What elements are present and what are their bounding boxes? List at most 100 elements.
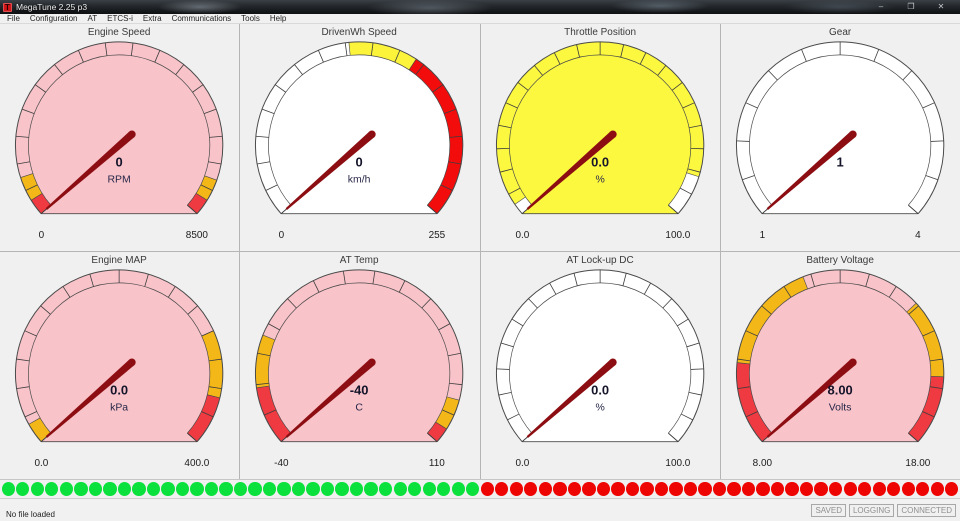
gauge-value: 0.0 xyxy=(591,154,609,169)
indicator-lamp-red xyxy=(510,482,523,496)
gauge-face xyxy=(15,270,222,442)
menu-extra[interactable]: Extra xyxy=(138,14,167,23)
indicator-lamp-red xyxy=(713,482,726,496)
indicator-lamp-green xyxy=(161,482,174,496)
gauge-value: 0 xyxy=(116,154,123,169)
window-controls: – ❐ ✕ xyxy=(874,2,948,12)
gauge-title: Engine MAP xyxy=(91,255,147,266)
titlebar: T MegaTune 2.25 p3 – ❐ ✕ xyxy=(0,0,960,14)
gauge-unit: km/h xyxy=(348,174,371,185)
indicator-lamp-red xyxy=(756,482,769,496)
indicator-lamp-green xyxy=(263,482,276,496)
indicator-lamp-green xyxy=(89,482,102,496)
gauge-min-label: -40 xyxy=(274,458,289,469)
minimize-button[interactable]: – xyxy=(874,2,888,12)
menu-etcs-i[interactable]: ETCS-i xyxy=(102,14,138,23)
indicator-lamp-green xyxy=(103,482,116,496)
gauge-face xyxy=(256,270,463,442)
indicator-lamp-green xyxy=(45,482,58,496)
gauge-face xyxy=(15,42,222,214)
indicator-lamp-red xyxy=(931,482,944,496)
indicator-lamp-red xyxy=(902,482,915,496)
indicator-lamp-red xyxy=(481,482,494,496)
window-title: MegaTune 2.25 p3 xyxy=(16,2,87,12)
indicator-lamp-red xyxy=(814,482,827,496)
indicator-lamp-green xyxy=(147,482,160,496)
gauge-max-label: 400.0 xyxy=(184,458,209,469)
gauge-min-label: 0 xyxy=(39,230,45,241)
gauge-value: 8.00 xyxy=(827,382,852,397)
indicator-lamp-green xyxy=(306,482,319,496)
gauge-title: Battery Voltage xyxy=(806,255,874,266)
gauge-title: Gear xyxy=(829,27,852,38)
indicator-lamp-green xyxy=(437,482,450,496)
indicator-lamp-green xyxy=(234,482,247,496)
indicator-lamp-green xyxy=(74,482,87,496)
menu-tools[interactable]: Tools xyxy=(236,14,265,23)
gauge-unit: % xyxy=(595,174,604,185)
restore-button[interactable]: ❐ xyxy=(904,2,918,12)
menu-communications[interactable]: Communications xyxy=(167,14,237,23)
indicator-lamp-green xyxy=(16,482,29,496)
status-panel-connected: CONNECTED xyxy=(897,504,956,517)
gauge-unit: Volts xyxy=(829,402,852,413)
indicator-lamp-red xyxy=(669,482,682,496)
indicator-lamp-green xyxy=(452,482,465,496)
gauge-value: 0.0 xyxy=(110,382,128,397)
gauge-title: DrivenWh Speed xyxy=(322,27,397,38)
menu-file[interactable]: File xyxy=(2,14,25,23)
indicator-lamp-red xyxy=(771,482,784,496)
gauge-face xyxy=(736,42,943,214)
gauge-min-label: 0.0 xyxy=(515,230,529,241)
gauge-value: 0.0 xyxy=(591,382,609,397)
indicator-lamp-green xyxy=(335,482,348,496)
gauge-value: 1 xyxy=(836,154,843,169)
app-icon: T xyxy=(3,3,12,12)
gauge-max-label: 4 xyxy=(915,230,921,241)
indicator-lamp-red xyxy=(553,482,566,496)
gauge-face xyxy=(736,270,943,442)
gauge-face xyxy=(256,42,463,214)
gauge-value: -40 xyxy=(350,382,369,397)
indicator-lamp-red xyxy=(858,482,871,496)
indicator-lamp-green xyxy=(60,482,73,496)
indicator-lamp-red xyxy=(698,482,711,496)
gauge-max-label: 8500 xyxy=(186,230,209,241)
indicator-lamp-green xyxy=(277,482,290,496)
gauge-max-label: 100.0 xyxy=(665,458,690,469)
gauge-title: AT Lock-up DC xyxy=(566,255,633,266)
indicator-lamp-red xyxy=(945,482,958,496)
menu-at[interactable]: AT xyxy=(82,14,102,23)
gauge-title: Throttle Position xyxy=(564,27,636,38)
indicator-lamp-red xyxy=(916,482,929,496)
gauge-zone xyxy=(37,197,46,210)
indicator-lamp-green xyxy=(132,482,145,496)
indicator-lamp-green xyxy=(219,482,232,496)
indicator-lamp-red xyxy=(800,482,813,496)
gauge-value: 0 xyxy=(356,154,363,169)
close-button[interactable]: ✕ xyxy=(934,2,948,12)
gauge-min-label: 8.00 xyxy=(752,458,772,469)
gauge-zone xyxy=(520,201,527,210)
menu-help[interactable]: Help xyxy=(265,14,291,23)
indicator-lamp-red xyxy=(873,482,886,496)
menu-configuration[interactable]: Configuration xyxy=(25,14,83,23)
indicator-lamp-green xyxy=(350,482,363,496)
indicator-lamp-green xyxy=(466,482,479,496)
indicator-lamp-row xyxy=(0,480,960,498)
gauge-zone xyxy=(433,426,442,438)
indicator-lamp-green xyxy=(176,482,189,496)
indicator-lamp-red xyxy=(626,482,639,496)
indicator-lamp-red xyxy=(727,482,740,496)
